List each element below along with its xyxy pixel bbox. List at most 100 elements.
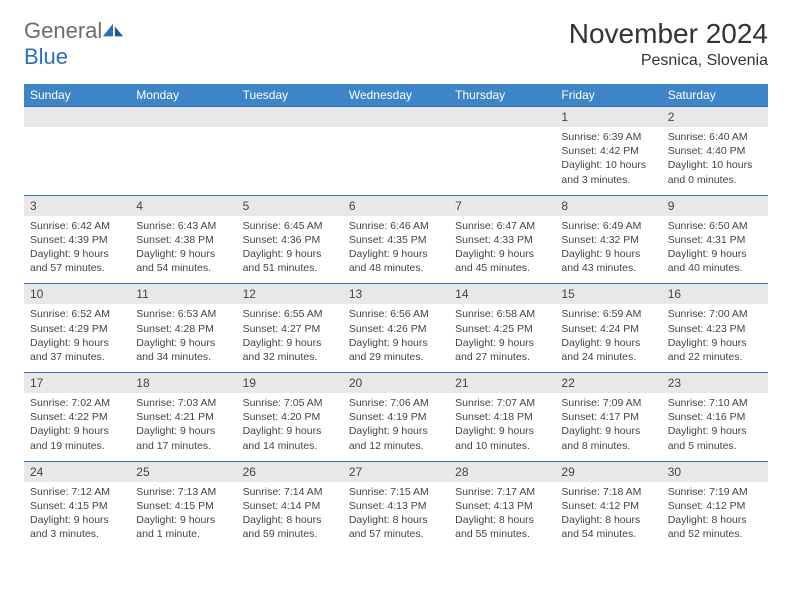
sunset: Sunset: 4:23 PM bbox=[668, 322, 762, 336]
daylight-line2: and 14 minutes. bbox=[243, 439, 337, 453]
day-body: Sunrise: 7:02 AMSunset: 4:22 PMDaylight:… bbox=[24, 393, 130, 461]
daylight-line1: Daylight: 9 hours bbox=[136, 336, 230, 350]
sunrise: Sunrise: 6:53 AM bbox=[136, 307, 230, 321]
weekday-header: Monday bbox=[130, 84, 236, 106]
weekday-header: Thursday bbox=[449, 84, 555, 106]
daylight-line1: Daylight: 9 hours bbox=[30, 424, 124, 438]
sunrise: Sunrise: 7:19 AM bbox=[668, 485, 762, 499]
daylight-line2: and 57 minutes. bbox=[30, 261, 124, 275]
day-body bbox=[237, 127, 343, 195]
daylight-line2: and 54 minutes. bbox=[561, 527, 655, 541]
daylight-line1: Daylight: 8 hours bbox=[243, 513, 337, 527]
sunset: Sunset: 4:28 PM bbox=[136, 322, 230, 336]
daylight-line2: and 29 minutes. bbox=[349, 350, 443, 364]
sunrise: Sunrise: 6:52 AM bbox=[30, 307, 124, 321]
day-number bbox=[449, 107, 555, 127]
sunrise: Sunrise: 6:40 AM bbox=[668, 130, 762, 144]
day-number: 27 bbox=[343, 462, 449, 482]
weekday-header-row: Sunday Monday Tuesday Wednesday Thursday… bbox=[24, 84, 768, 106]
sunset: Sunset: 4:29 PM bbox=[30, 322, 124, 336]
weekday-header: Tuesday bbox=[237, 84, 343, 106]
sunrise: Sunrise: 7:09 AM bbox=[561, 396, 655, 410]
day-body: Sunrise: 7:10 AMSunset: 4:16 PMDaylight:… bbox=[662, 393, 768, 461]
day-number: 13 bbox=[343, 284, 449, 304]
day-body: Sunrise: 6:52 AMSunset: 4:29 PMDaylight:… bbox=[24, 304, 130, 372]
sunset: Sunset: 4:40 PM bbox=[668, 144, 762, 158]
sunset: Sunset: 4:36 PM bbox=[243, 233, 337, 247]
weekday-header: Sunday bbox=[24, 84, 130, 106]
sunset: Sunset: 4:12 PM bbox=[668, 499, 762, 513]
sunrise: Sunrise: 7:03 AM bbox=[136, 396, 230, 410]
day-number: 29 bbox=[555, 462, 661, 482]
daylight-line2: and 32 minutes. bbox=[243, 350, 337, 364]
day-number: 6 bbox=[343, 196, 449, 216]
daylight-line2: and 40 minutes. bbox=[668, 261, 762, 275]
daylight-line2: and 8 minutes. bbox=[561, 439, 655, 453]
day-body: Sunrise: 7:05 AMSunset: 4:20 PMDaylight:… bbox=[237, 393, 343, 461]
logo-sail-icon bbox=[102, 22, 124, 38]
daylight-line1: Daylight: 9 hours bbox=[455, 247, 549, 261]
day-number: 1 bbox=[555, 107, 661, 127]
sunset: Sunset: 4:20 PM bbox=[243, 410, 337, 424]
weeks-container: 12Sunrise: 6:39 AMSunset: 4:42 PMDayligh… bbox=[24, 106, 768, 549]
sunrise: Sunrise: 6:43 AM bbox=[136, 219, 230, 233]
day-number: 15 bbox=[555, 284, 661, 304]
daylight-line1: Daylight: 9 hours bbox=[243, 336, 337, 350]
day-body: Sunrise: 6:56 AMSunset: 4:26 PMDaylight:… bbox=[343, 304, 449, 372]
daylight-line2: and 3 minutes. bbox=[561, 173, 655, 187]
day-body: Sunrise: 6:59 AMSunset: 4:24 PMDaylight:… bbox=[555, 304, 661, 372]
daylight-line2: and 45 minutes. bbox=[455, 261, 549, 275]
logo-text: General Blue bbox=[24, 18, 124, 70]
day-body bbox=[343, 127, 449, 195]
day-body: Sunrise: 6:39 AMSunset: 4:42 PMDaylight:… bbox=[555, 127, 661, 195]
daylight-line2: and 10 minutes. bbox=[455, 439, 549, 453]
logo-text-blue: Blue bbox=[24, 44, 68, 69]
day-body: Sunrise: 6:53 AMSunset: 4:28 PMDaylight:… bbox=[130, 304, 236, 372]
daylight-line2: and 55 minutes. bbox=[455, 527, 549, 541]
weekday-header: Friday bbox=[555, 84, 661, 106]
daylight-line2: and 17 minutes. bbox=[136, 439, 230, 453]
daylight-line1: Daylight: 9 hours bbox=[668, 336, 762, 350]
sunset: Sunset: 4:31 PM bbox=[668, 233, 762, 247]
day-number: 8 bbox=[555, 196, 661, 216]
daylight-line1: Daylight: 8 hours bbox=[455, 513, 549, 527]
sunset: Sunset: 4:22 PM bbox=[30, 410, 124, 424]
daylight-line2: and 5 minutes. bbox=[668, 439, 762, 453]
sunset: Sunset: 4:33 PM bbox=[455, 233, 549, 247]
sunset: Sunset: 4:13 PM bbox=[455, 499, 549, 513]
sunrise: Sunrise: 7:10 AM bbox=[668, 396, 762, 410]
day-body: Sunrise: 6:50 AMSunset: 4:31 PMDaylight:… bbox=[662, 216, 768, 284]
sunset: Sunset: 4:13 PM bbox=[349, 499, 443, 513]
location: Pesnica, Slovenia bbox=[569, 52, 768, 70]
daylight-line1: Daylight: 9 hours bbox=[561, 247, 655, 261]
daylight-line1: Daylight: 9 hours bbox=[243, 424, 337, 438]
day-body: Sunrise: 7:09 AMSunset: 4:17 PMDaylight:… bbox=[555, 393, 661, 461]
daylight-line1: Daylight: 9 hours bbox=[30, 247, 124, 261]
sunset: Sunset: 4:12 PM bbox=[561, 499, 655, 513]
day-body: Sunrise: 7:14 AMSunset: 4:14 PMDaylight:… bbox=[237, 482, 343, 550]
week-row: 10111213141516Sunrise: 6:52 AMSunset: 4:… bbox=[24, 283, 768, 372]
daylight-line1: Daylight: 9 hours bbox=[136, 247, 230, 261]
sunrise: Sunrise: 7:17 AM bbox=[455, 485, 549, 499]
week-row: 12Sunrise: 6:39 AMSunset: 4:42 PMDayligh… bbox=[24, 106, 768, 195]
daylight-line1: Daylight: 10 hours bbox=[668, 158, 762, 172]
daylight-line2: and 48 minutes. bbox=[349, 261, 443, 275]
sunrise: Sunrise: 6:47 AM bbox=[455, 219, 549, 233]
daylight-line1: Daylight: 9 hours bbox=[30, 336, 124, 350]
sunset: Sunset: 4:15 PM bbox=[136, 499, 230, 513]
day-number: 23 bbox=[662, 373, 768, 393]
sunrise: Sunrise: 6:50 AM bbox=[668, 219, 762, 233]
daylight-line2: and 43 minutes. bbox=[561, 261, 655, 275]
day-body bbox=[24, 127, 130, 195]
day-number: 10 bbox=[24, 284, 130, 304]
sunset: Sunset: 4:32 PM bbox=[561, 233, 655, 247]
weekday-header: Saturday bbox=[662, 84, 768, 106]
daylight-line2: and 19 minutes. bbox=[30, 439, 124, 453]
sunrise: Sunrise: 7:05 AM bbox=[243, 396, 337, 410]
day-body: Sunrise: 7:06 AMSunset: 4:19 PMDaylight:… bbox=[343, 393, 449, 461]
day-number: 3 bbox=[24, 196, 130, 216]
daylight-line2: and 34 minutes. bbox=[136, 350, 230, 364]
daylight-line2: and 57 minutes. bbox=[349, 527, 443, 541]
day-number: 20 bbox=[343, 373, 449, 393]
day-body: Sunrise: 6:42 AMSunset: 4:39 PMDaylight:… bbox=[24, 216, 130, 284]
